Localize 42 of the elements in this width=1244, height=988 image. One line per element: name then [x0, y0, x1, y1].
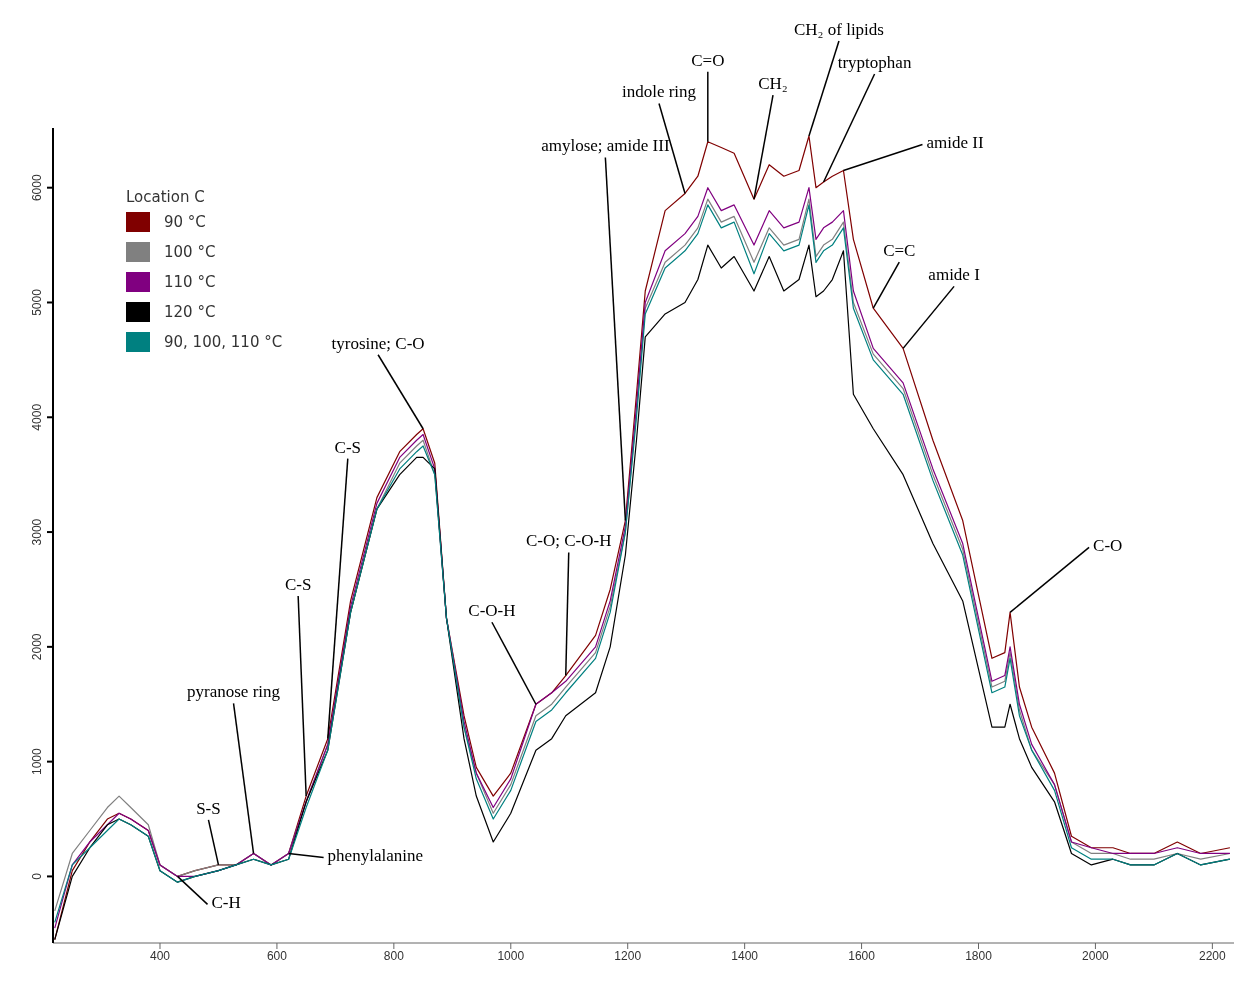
annotation: C-O-H [468, 601, 516, 621]
annotation: amide I [928, 265, 981, 285]
legend-label: 100 °C [164, 243, 216, 261]
x-tick-label: 800 [383, 948, 405, 963]
x-tick-label: 1200 [614, 948, 642, 963]
legend-label: 110 °C [164, 273, 216, 291]
y-tick-label: 3000 [30, 518, 44, 546]
y-tick-label: 5000 [30, 288, 44, 316]
annotation: phenylalanine [327, 846, 423, 866]
annotation: C-O; C-O-H [526, 531, 612, 551]
y-tick-label: 1000 [30, 747, 44, 775]
annotation: C-S [284, 574, 312, 594]
x-tick-label: 1400 [731, 948, 759, 963]
annotation: amylose; amide III [541, 136, 670, 156]
annotation: amide II [926, 133, 984, 153]
y-tick-label: 0 [30, 872, 44, 880]
annotation: tryptophan [837, 52, 912, 72]
x-tick-label: 1000 [497, 948, 525, 963]
x-tick-label: 2000 [1082, 948, 1110, 963]
annotation: tyrosine; C-O [331, 333, 425, 353]
annotation: CH₂ [758, 74, 788, 94]
x-tick-label: 1800 [965, 948, 993, 963]
y-tick-label: 6000 [30, 174, 44, 202]
x-tick-label: 1600 [848, 948, 876, 963]
annotation: pyranose ring [187, 682, 281, 702]
annotation: C=O [691, 50, 725, 70]
annotation: C-H [211, 893, 241, 913]
legend-label: 120 °C [164, 303, 216, 321]
x-tick-label: 2200 [1199, 948, 1227, 963]
annotation: C-S [334, 437, 362, 457]
annotation: CH₂ of lipids [793, 19, 884, 39]
y-tick-label: 4000 [30, 403, 44, 431]
annotation: C=C [883, 241, 916, 261]
x-tick-label: 600 [266, 948, 288, 963]
annotation: indole ring [621, 82, 697, 102]
annotation: S-S [196, 798, 221, 818]
legend-title: Location C [126, 188, 206, 206]
legend-label: 90, 100, 110 °C [164, 333, 283, 351]
y-tick-label: 2000 [30, 633, 44, 661]
annotation: C-O [1093, 536, 1123, 556]
x-tick-label: 400 [149, 948, 171, 963]
legend-label: 90 °C [164, 213, 206, 231]
